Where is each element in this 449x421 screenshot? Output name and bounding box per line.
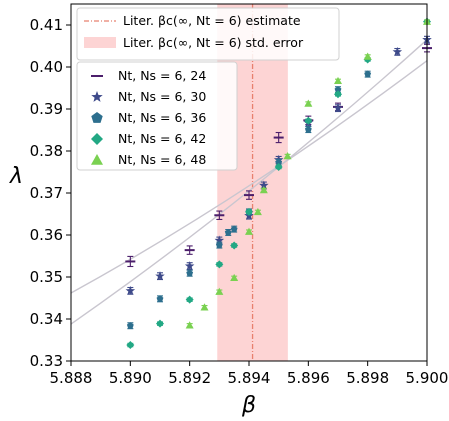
data-point <box>283 152 292 160</box>
data-point <box>185 321 194 329</box>
y-axis-ticks: 0.33 0.34 0.35 0.36 0.37 0.38 0.39 0.40 0.41 <box>30 16 71 370</box>
data-point <box>259 186 268 194</box>
data-point <box>184 261 195 271</box>
data-point <box>364 70 372 78</box>
reference-legend-box <box>76 7 340 61</box>
data-point <box>230 241 239 250</box>
x-axis-ticks: 5.888 5.890 5.892 5.894 5.896 5.898 5.900 <box>50 361 449 387</box>
x-tick-label: 5.898 <box>346 369 389 387</box>
data-point <box>125 285 136 295</box>
y-tick-label: 0.38 <box>30 142 63 160</box>
fit-curve-1 <box>70 60 428 294</box>
data-point <box>304 99 313 107</box>
x-tick-label: 5.890 <box>109 369 152 387</box>
series-4 <box>126 17 431 350</box>
estimate-legend-label: Liter. βc(∞, Nt = 6) estimate <box>123 13 301 28</box>
data-point <box>156 319 164 328</box>
data-point <box>333 103 343 113</box>
legend-marker-series-5 <box>91 154 103 165</box>
data-point <box>185 295 194 304</box>
x-axis-label: β <box>241 393 256 418</box>
data-point <box>186 269 194 277</box>
x-tick-label: 5.892 <box>168 369 211 387</box>
data-point <box>155 271 165 281</box>
data-point <box>215 260 224 269</box>
y-tick-label: 0.36 <box>30 226 63 244</box>
data-point <box>304 116 313 125</box>
data-point <box>334 90 342 99</box>
y-tick-label: 0.37 <box>30 184 63 202</box>
reference-legend: Liter. βc(∞, Nt = 6) estimate Liter. βc(… <box>76 7 340 61</box>
data-point <box>230 225 238 233</box>
legend-marker-series-3 <box>91 112 103 123</box>
legend-label-series-5: Nt, Ns = 6, 48 <box>118 152 206 167</box>
x-tick-label: 5.894 <box>228 369 271 387</box>
data-point <box>214 235 225 245</box>
data-point <box>275 158 283 166</box>
y-tick-label: 0.39 <box>30 100 63 118</box>
series-3 <box>126 70 372 330</box>
data-point <box>215 241 223 248</box>
legend-marker-series-4 <box>91 133 103 145</box>
data-point <box>253 207 262 216</box>
x-tick-label: 5.896 <box>287 369 330 387</box>
data-point <box>126 341 135 350</box>
data-point <box>334 86 342 93</box>
data-point <box>392 46 403 56</box>
series-legend-box <box>76 61 238 171</box>
data-point <box>156 295 164 302</box>
data-point <box>245 207 253 216</box>
x-tick-label: 5.888 <box>50 369 93 387</box>
data-points <box>125 17 432 350</box>
series-legend-markers <box>91 75 103 165</box>
y-axis-label: λ <box>9 164 23 189</box>
data-point <box>224 228 232 236</box>
data-point <box>126 322 134 329</box>
data-point <box>230 273 239 282</box>
data-point <box>304 125 312 133</box>
data-point <box>363 52 372 60</box>
data-point <box>215 287 224 295</box>
x-tick-label: 5.900 <box>406 369 449 387</box>
legend-label-series-1: Nt, Ns = 6, 24 <box>118 68 206 83</box>
y-tick-label: 0.33 <box>30 352 63 370</box>
y-tick-label: 0.34 <box>30 310 63 328</box>
legend-label-series-2: Nt, Ns = 6, 30 <box>118 89 206 104</box>
data-point <box>274 162 283 171</box>
data-point <box>334 76 342 85</box>
data-point <box>245 227 253 235</box>
y-tick-label: 0.41 <box>30 16 63 34</box>
y-tick-label: 0.35 <box>30 268 63 286</box>
error-legend-swatch <box>84 37 116 48</box>
y-tick-label: 0.40 <box>30 58 63 76</box>
legend-label-series-3: Nt, Ns = 6, 36 <box>118 110 206 125</box>
series-legend: Nt, Ns = 6, 24 Nt, Ns = 6, 30 Nt, Ns = 6… <box>76 61 238 171</box>
error-legend-label: Liter. βc(∞, Nt = 6) std. error <box>123 35 304 50</box>
legend-label-series-4: Nt, Ns = 6, 42 <box>118 131 206 146</box>
data-point <box>259 180 269 190</box>
data-point <box>200 303 209 311</box>
legend-marker-series-2 <box>91 91 103 102</box>
